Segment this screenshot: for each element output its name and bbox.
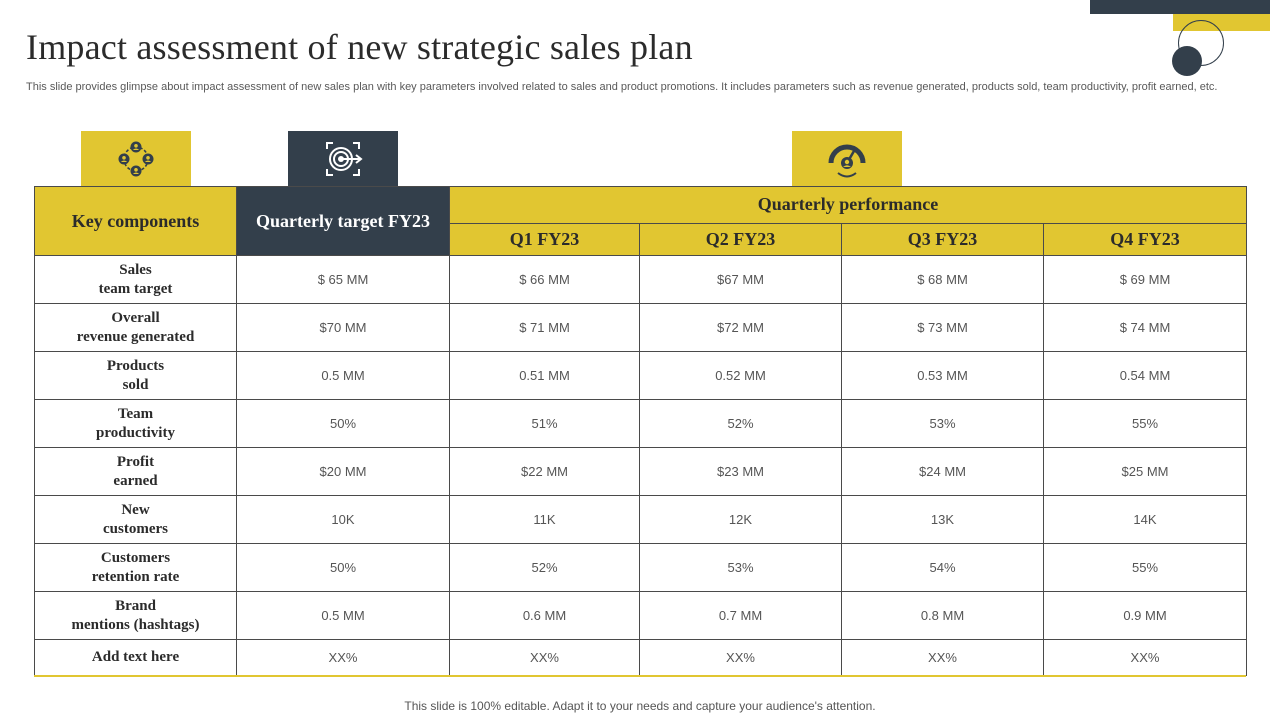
q2-cell: 52%	[639, 399, 842, 448]
table-row: Add text here XX% XX% XX% XX% XX%	[34, 639, 1247, 676]
row-label: Sales team target	[34, 255, 237, 304]
impact-assessment-table: Key components Quarterly target FY23 Qua…	[34, 186, 1247, 676]
header-quarterly-target: Quarterly target FY23	[236, 186, 450, 256]
q1-cell: 51%	[449, 399, 640, 448]
q1-cell: 11K	[449, 495, 640, 544]
target-icon	[326, 142, 363, 176]
decor-circle-filled	[1172, 46, 1202, 76]
row-label: Add text here	[34, 639, 237, 676]
row-label: Products sold	[34, 351, 237, 400]
table-row: Overall revenue generated $70 MM $ 71 MM …	[34, 303, 1247, 352]
footer-note: This slide is 100% editable. Adapt it to…	[404, 699, 876, 713]
q4-cell: $25 MM	[1043, 447, 1247, 496]
team-network-icon	[118, 141, 154, 177]
table-bottom-accent-line	[34, 675, 1246, 677]
target-cell: $70 MM	[236, 303, 450, 352]
target-cell: $ 65 MM	[236, 255, 450, 304]
table-row: Profit earned $20 MM $22 MM $23 MM $24 MM…	[34, 447, 1247, 496]
target-cell: 50%	[236, 543, 450, 592]
slide-title: Impact assessment of new strategic sales…	[26, 27, 693, 67]
row-label: Team productivity	[34, 399, 237, 448]
target-cell: $20 MM	[236, 447, 450, 496]
header-q2: Q2 FY23	[639, 222, 842, 257]
target-cell: 0.5 MM	[236, 351, 450, 400]
q3-cell: $24 MM	[841, 447, 1044, 496]
q2-cell: 0.52 MM	[639, 351, 842, 400]
q1-cell: $ 71 MM	[449, 303, 640, 352]
target-cell: 10K	[236, 495, 450, 544]
row-label: Overall revenue generated	[34, 303, 237, 352]
header-q3: Q3 FY23	[841, 222, 1044, 257]
header-q1: Q1 FY23	[449, 222, 640, 257]
q4-cell: 0.9 MM	[1043, 591, 1247, 640]
q3-cell: 0.53 MM	[841, 351, 1044, 400]
performance-gauge-icon	[828, 144, 866, 178]
q1-cell: XX%	[449, 639, 640, 676]
row-label: New customers	[34, 495, 237, 544]
q3-cell: 54%	[841, 543, 1044, 592]
q4-cell: $ 69 MM	[1043, 255, 1247, 304]
q1-cell: 0.51 MM	[449, 351, 640, 400]
row-label: Customers retention rate	[34, 543, 237, 592]
q3-cell: 13K	[841, 495, 1044, 544]
q2-cell: 53%	[639, 543, 842, 592]
q4-cell: 55%	[1043, 543, 1247, 592]
q2-cell: $67 MM	[639, 255, 842, 304]
table-row: Customers retention rate 50% 52% 53% 54% …	[34, 543, 1247, 592]
q1-cell: 52%	[449, 543, 640, 592]
row-label: Brand mentions (hashtags)	[34, 591, 237, 640]
q1-cell: 0.6 MM	[449, 591, 640, 640]
q2-cell: XX%	[639, 639, 842, 676]
quarterly-performance-icon-box	[792, 131, 902, 187]
q3-cell: $ 73 MM	[841, 303, 1044, 352]
table-row: Sales team target $ 65 MM $ 66 MM $67 MM …	[34, 255, 1247, 304]
q1-cell: $22 MM	[449, 447, 640, 496]
q2-cell: 12K	[639, 495, 842, 544]
q3-cell: $ 68 MM	[841, 255, 1044, 304]
header-key-components: Key components	[34, 186, 237, 256]
target-cell: 50%	[236, 399, 450, 448]
q3-cell: 53%	[841, 399, 1044, 448]
table-row: Brand mentions (hashtags) 0.5 MM 0.6 MM 0…	[34, 591, 1247, 640]
quarterly-target-icon-box	[288, 131, 398, 187]
slide-description: This slide provides glimpse about impact…	[26, 81, 1218, 93]
q3-cell: XX%	[841, 639, 1044, 676]
q4-cell: $ 74 MM	[1043, 303, 1247, 352]
table-row: Products sold 0.5 MM 0.51 MM 0.52 MM 0.53…	[34, 351, 1247, 400]
target-cell: XX%	[236, 639, 450, 676]
q4-cell: 14K	[1043, 495, 1247, 544]
q2-cell: $72 MM	[639, 303, 842, 352]
q4-cell: 0.54 MM	[1043, 351, 1247, 400]
decor-bar-dark	[1090, 0, 1270, 14]
q3-cell: 0.8 MM	[841, 591, 1044, 640]
key-components-icon-box	[81, 131, 191, 187]
q4-cell: XX%	[1043, 639, 1247, 676]
q4-cell: 55%	[1043, 399, 1247, 448]
q2-cell: 0.7 MM	[639, 591, 842, 640]
target-cell: 0.5 MM	[236, 591, 450, 640]
q1-cell: $ 66 MM	[449, 255, 640, 304]
q2-cell: $23 MM	[639, 447, 842, 496]
table-row: Team productivity 50% 51% 52% 53% 55%	[34, 399, 1247, 448]
header-q4: Q4 FY23	[1043, 222, 1247, 257]
header-quarterly-performance: Quarterly performance	[449, 186, 1247, 224]
table-row: New customers 10K 11K 12K 13K 14K	[34, 495, 1247, 544]
row-label: Profit earned	[34, 447, 237, 496]
